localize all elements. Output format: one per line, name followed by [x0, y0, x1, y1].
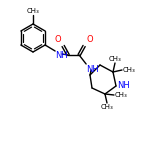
- Text: CH₃: CH₃: [101, 104, 113, 110]
- Text: CH₃: CH₃: [27, 8, 39, 14]
- Text: O: O: [54, 35, 61, 44]
- Text: NH: NH: [117, 81, 130, 90]
- Text: O: O: [86, 35, 93, 44]
- Text: CH₃: CH₃: [115, 92, 128, 98]
- Text: NH: NH: [56, 51, 68, 60]
- Text: CH₃: CH₃: [123, 67, 136, 73]
- Text: NH: NH: [87, 64, 99, 74]
- Text: CH₃: CH₃: [109, 56, 121, 62]
